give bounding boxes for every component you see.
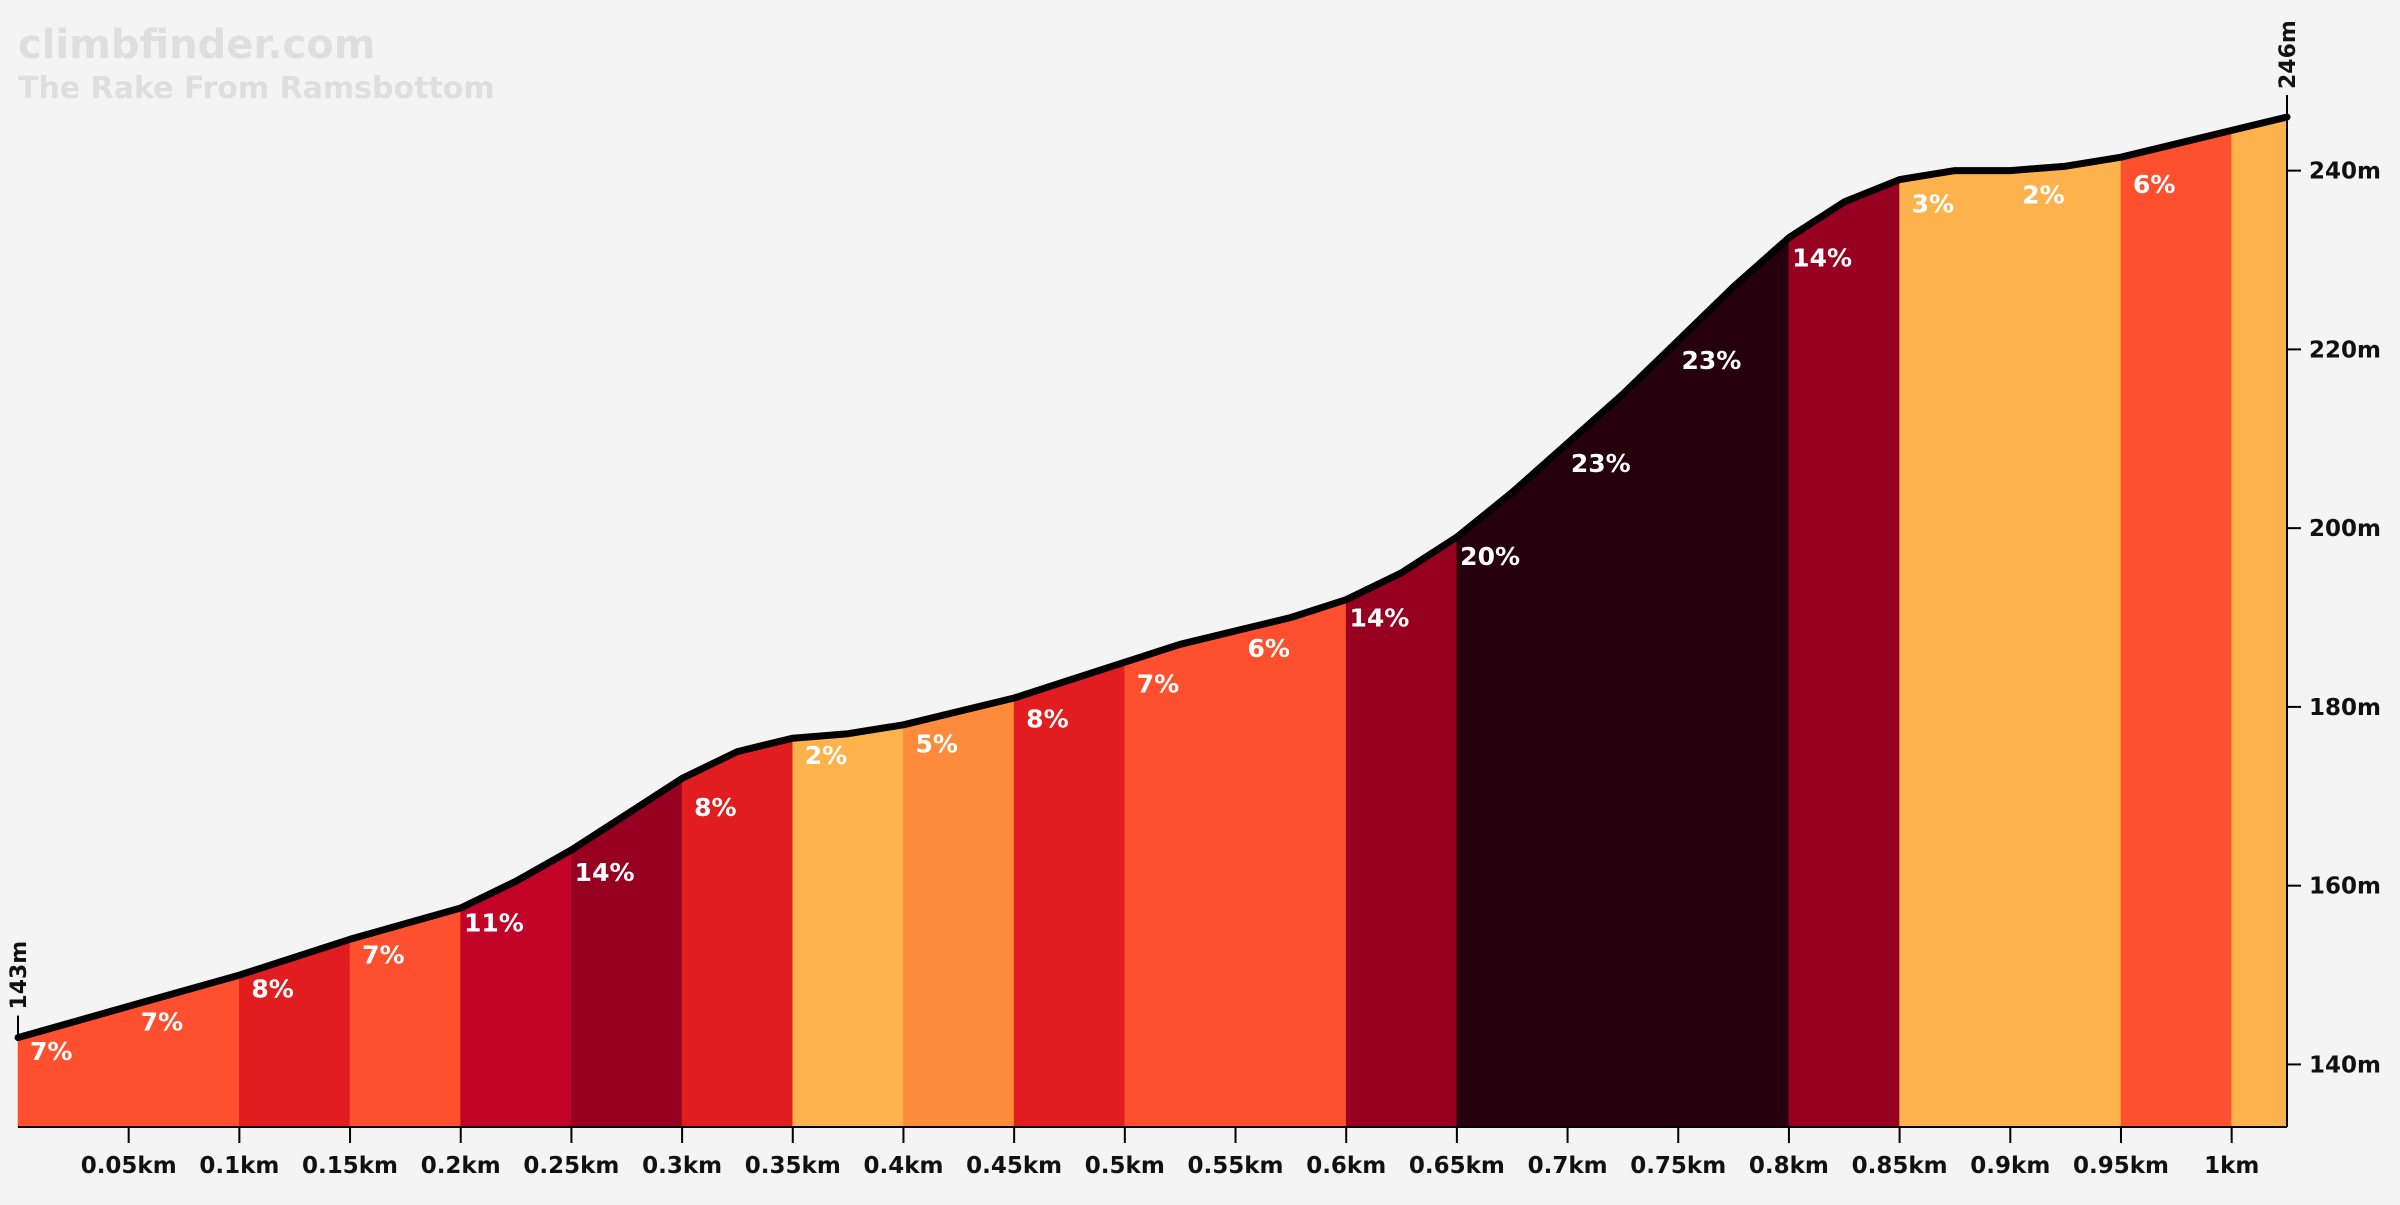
gradient-label: 7% (141, 1008, 183, 1037)
gradient-segment-12 (1788, 179, 1900, 1128)
gradient-segment-7 (903, 697, 1015, 1128)
start-end-markers: 143m 246m (7, 20, 2301, 1038)
gradient-label: 8% (694, 793, 736, 822)
x-tick-label: 0.95km (2073, 1153, 2169, 1179)
x-tick-label: 0.9km (1970, 1153, 2050, 1179)
x-tick-label: 0.75km (1630, 1153, 1726, 1179)
x-tick-label: 0.15km (302, 1153, 398, 1179)
x-tick-label: 0.05km (81, 1153, 177, 1179)
gradient-label: 2% (2022, 181, 2064, 210)
x-tick-label: 0.6km (1306, 1153, 1386, 1179)
gradient-segment-13 (1899, 156, 2122, 1128)
site-brand: climbfinder.com (18, 22, 375, 68)
x-tick-label: 0.25km (523, 1153, 619, 1179)
x-tick-label: 0.5km (1085, 1153, 1165, 1179)
gradient-segment-14 (2120, 130, 2232, 1128)
x-tick-label: 1km (2204, 1153, 2259, 1179)
y-tick-label: 140m (2309, 1052, 2381, 1078)
x-tick-label: 0.1km (199, 1153, 279, 1179)
gradient-label: 6% (1247, 634, 1289, 663)
gradient-label: 23% (1571, 449, 1631, 478)
gradient-labels: 7% 7% 8% 7% 11% 14% 8% 2% 5% 8% 7% 6% 14% 20% 23% 23% 14… (30, 170, 2175, 1066)
gradient-segment-15 (2231, 116, 2288, 1128)
gradient-label: 14% (575, 858, 635, 887)
gradient-label: 7% (30, 1037, 72, 1066)
gradient-label: 7% (1137, 670, 1179, 699)
y-tick-label: 180m (2309, 695, 2381, 721)
gradient-segment-3 (460, 849, 572, 1128)
gradient-label: 14% (1792, 243, 1852, 272)
x-tick-label: 0.65km (1409, 1153, 1505, 1179)
profile-line (14, 113, 2291, 1042)
x-tick-label: 0.35km (745, 1153, 841, 1179)
gradient-label: 11% (464, 908, 524, 937)
x-tick-label: 0.8km (1749, 1153, 1829, 1179)
gradient-label: 8% (1026, 705, 1068, 734)
gradient-segments (17, 116, 2288, 1128)
end-elevation-label: 246m (2276, 20, 2301, 89)
x-tick-label: 0.55km (1187, 1153, 1283, 1179)
x-tick-label: 0.2km (421, 1153, 501, 1179)
y-tick-label: 200m (2309, 516, 2381, 542)
gradient-segment-6 (792, 724, 904, 1128)
gradient-label: 5% (915, 730, 957, 759)
x-axis: 0.05km 0.1km 0.15km 0.2km 0.25km 0.3km 0.35km 0… (18, 1126, 2287, 1179)
y-tick-label: 220m (2309, 337, 2381, 363)
gradient-label: 14% (1349, 604, 1409, 633)
gradient-label: 6% (2133, 170, 2175, 199)
gradient-segment-4 (571, 777, 683, 1128)
start-elevation-label: 143m (7, 941, 32, 1010)
gradient-label: 8% (251, 974, 293, 1003)
gradient-label: 7% (362, 940, 404, 969)
x-tick-label: 0.3km (642, 1153, 722, 1179)
y-axis: 140m 160m 180m 200m 220m 240m (2286, 117, 2381, 1127)
gradient-label: 3% (1912, 190, 1954, 219)
x-tick-label: 0.7km (1528, 1153, 1608, 1179)
x-tick-label: 0.4km (863, 1153, 943, 1179)
y-tick-label: 160m (2309, 874, 2381, 900)
y-tick-label: 240m (2309, 159, 2381, 185)
climb-title: The Rake From Ramsbottom (18, 71, 495, 106)
gradient-label: 2% (805, 741, 847, 770)
gradient-label: 23% (1681, 346, 1741, 375)
profile-outline (14, 113, 2291, 1042)
x-tick-label: 0.85km (1852, 1153, 1948, 1179)
gradient-label: 20% (1460, 542, 1520, 571)
x-tick-label: 0.45km (966, 1153, 1062, 1179)
